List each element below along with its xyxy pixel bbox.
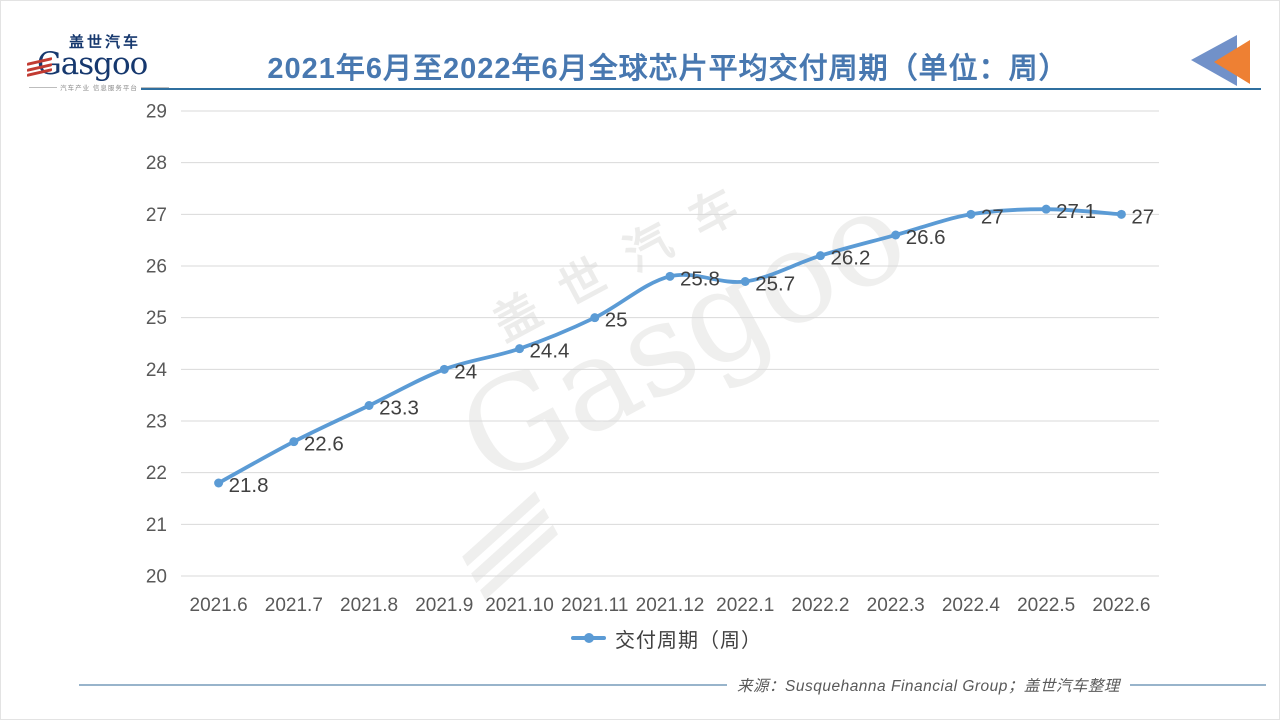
data-point-marker <box>364 401 374 410</box>
y-axis-tick-label: 21 <box>146 515 167 536</box>
y-axis-tick-label: 23 <box>146 412 167 433</box>
data-point-marker <box>966 209 976 219</box>
data-point-marker <box>815 251 825 261</box>
data-point-marker <box>214 478 224 488</box>
y-axis-tick-label: 28 <box>146 153 167 174</box>
y-axis-tick-label: 26 <box>146 257 167 278</box>
chart-title: 2021年6月至2022年6月全球芯片平均交付周期（单位：周） <box>267 53 1069 85</box>
data-point-marker <box>515 344 525 354</box>
data-point-marker <box>740 277 750 286</box>
y-axis-tick-label: 29 <box>146 102 167 123</box>
back-arrows-icon <box>1191 35 1250 86</box>
data-point-label: 27.1 <box>1056 200 1096 223</box>
x-axis-tick-label: 2021.7 <box>265 595 323 616</box>
x-axis-tick-label: 2022.3 <box>867 595 925 616</box>
series-line <box>216 207 1124 485</box>
data-point-marker <box>289 437 299 447</box>
x-axis-tick-label: 2022.2 <box>791 595 849 616</box>
data-point-label: 24 <box>454 360 477 383</box>
data-point-label: 22.6 <box>304 433 344 456</box>
x-axis-tick-label: 2021.11 <box>561 595 628 616</box>
data-point-label: 25.7 <box>755 273 795 296</box>
x-axis-tick-label: 2022.1 <box>716 595 774 616</box>
logo-stripes-icon <box>27 57 52 77</box>
legend-label: 交付周期（周） <box>615 629 762 652</box>
data-point-marker <box>1041 204 1051 214</box>
divider-line-right <box>1129 684 1266 686</box>
data-point-label: 24.4 <box>530 340 570 363</box>
y-axis-tick-label: 24 <box>146 360 168 381</box>
data-point-label: 26.2 <box>830 247 870 270</box>
y-axis-tick-label: 22 <box>146 463 167 484</box>
x-axis-tick-label: 2021.6 <box>190 595 248 616</box>
data-point-label: 27 <box>981 205 1004 228</box>
data-point-label: 27 <box>1131 205 1154 228</box>
divider-line-left <box>79 684 727 686</box>
data-point-label: 25 <box>605 309 628 332</box>
data-point-marker <box>891 230 901 240</box>
source-row: 来源：Susquehanna Financial Group；盖世汽车整理 <box>79 677 1266 695</box>
logo-en-text: Gasgoo <box>37 46 148 82</box>
data-point-marker <box>1116 209 1126 219</box>
logo-tagline-text: 汽车产业 信息服务平台 <box>60 85 138 92</box>
gasgoo-logo: 盖世汽车 Gasgoo 汽车产业 信息服务平台 <box>27 31 169 97</box>
x-axis-tick-label: 2022.5 <box>1017 595 1075 616</box>
legend: 交付周期（周） <box>571 624 762 652</box>
data-point-label: 23.3 <box>379 397 419 420</box>
data-point-marker <box>590 313 600 323</box>
data-point-marker <box>665 271 675 281</box>
legend-line-marker-icon <box>571 633 606 643</box>
x-axis-tick-label: 2022.6 <box>1092 595 1150 616</box>
x-axis-tick-label: 2021.8 <box>340 595 398 616</box>
data-point-label: 21.8 <box>229 474 269 497</box>
y-axis-tick-label: 25 <box>146 308 167 329</box>
x-axis-tick-label: 2022.4 <box>942 595 1001 616</box>
y-axis-tick-label: 20 <box>146 567 167 588</box>
y-axis-tick-label: 27 <box>146 205 167 226</box>
x-axis-tick-label: 2021.9 <box>415 595 473 616</box>
title-underline <box>141 88 1261 90</box>
source-text: 来源：Susquehanna Financial Group；盖世汽车整理 <box>737 678 1120 695</box>
x-axis-tick-label: 2021.10 <box>485 595 554 616</box>
logo-cn-text: 盖世汽车 <box>69 34 142 51</box>
logo-tagline: 汽车产业 信息服务平台 <box>29 82 169 92</box>
data-point-label: 26.6 <box>906 226 946 249</box>
x-axis-tick-label: 2021.12 <box>636 595 705 616</box>
data-point-label: 25.8 <box>680 267 720 290</box>
data-point-marker <box>439 364 449 374</box>
